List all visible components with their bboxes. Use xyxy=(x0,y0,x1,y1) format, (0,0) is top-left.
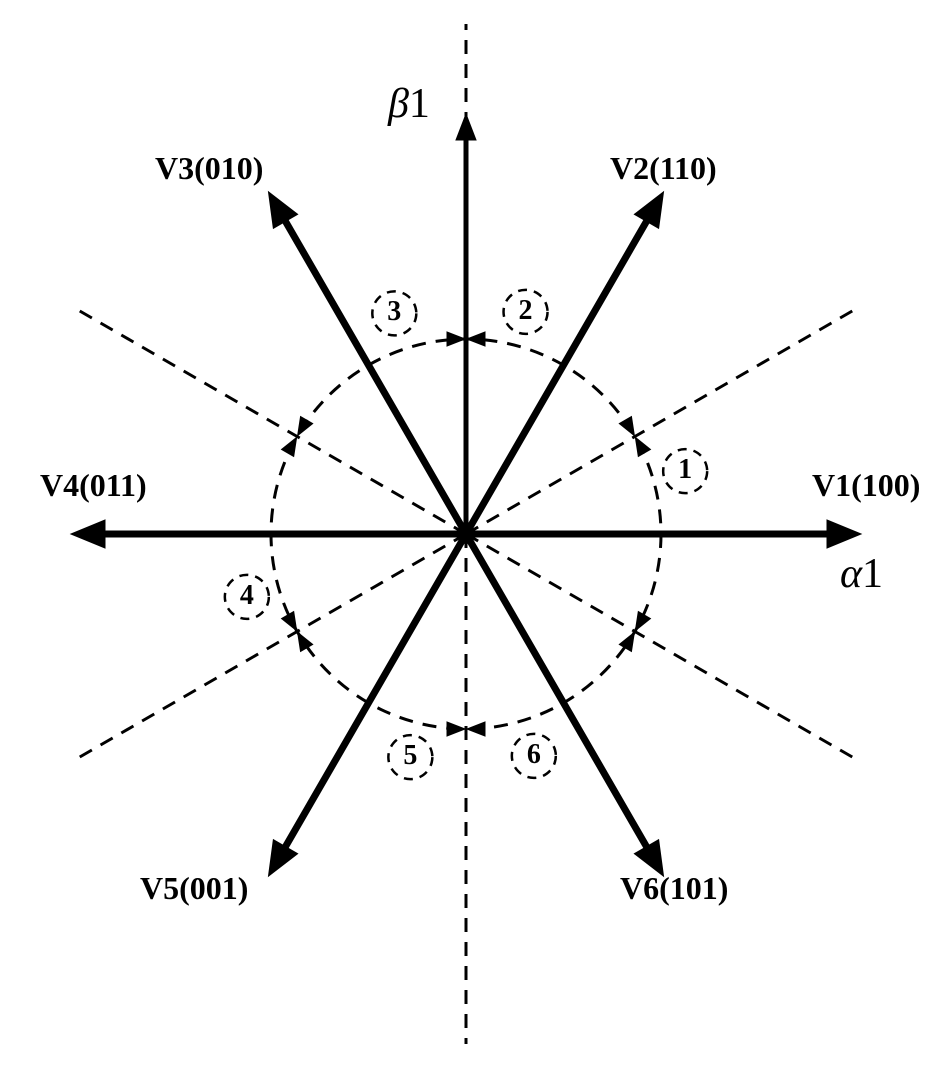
sector-num-3: 3 xyxy=(372,296,416,328)
sector-num-6: 6 xyxy=(512,739,556,771)
sector-num-2: 2 xyxy=(504,295,548,327)
vector-label-v5: V5(001) xyxy=(140,870,248,907)
sector-num-4: 4 xyxy=(225,580,269,612)
vector-diagram xyxy=(0,0,933,1069)
sector-num-1: 1 xyxy=(663,454,707,486)
vector-label-v3: V3(010) xyxy=(155,150,263,187)
alpha-axis-label: α1 xyxy=(840,550,883,598)
vector-label-v1: V1(100) xyxy=(812,467,920,504)
sector-num-5: 5 xyxy=(388,740,432,772)
vector-label-v4: V4(011) xyxy=(40,467,147,504)
vector-label-v6: V6(101) xyxy=(620,870,728,907)
vector-label-v2: V2(110) xyxy=(610,150,717,187)
beta-axis-label: β1 xyxy=(388,80,430,128)
